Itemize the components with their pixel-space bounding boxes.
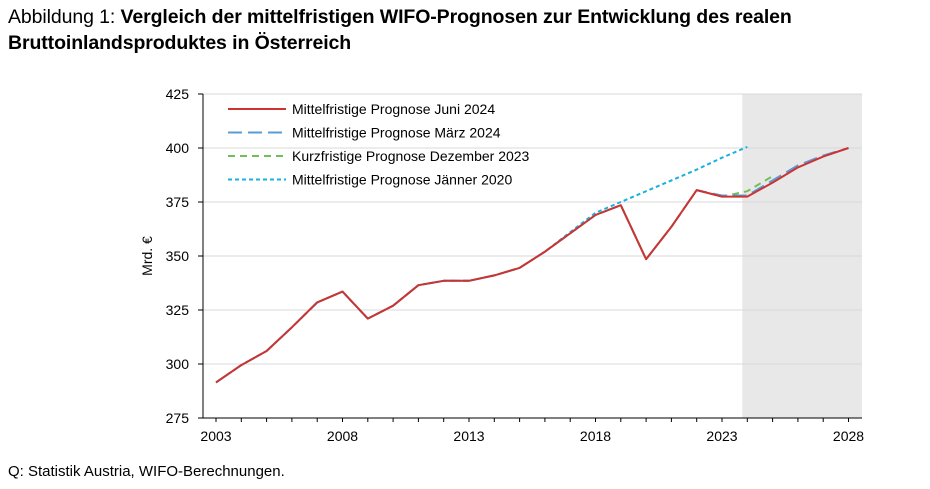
figure-number: Abbildung 1: — [8, 6, 121, 28]
source-note: Q: Statistik Austria, WIFO-Berechnungen. — [8, 463, 285, 480]
series-line — [215, 175, 774, 384]
y-axis-label: Mrd. € — [139, 236, 155, 276]
x-tick-label: 2018 — [580, 428, 611, 444]
y-tick-label: 275 — [166, 410, 190, 426]
legend-entry: Mittelfristige Prognose Jänner 2020 — [292, 172, 512, 188]
x-tick-label: 2008 — [327, 428, 358, 444]
y-tick-label: 425 — [166, 86, 190, 102]
y-tick-label: 350 — [166, 248, 190, 264]
y-tick-label: 400 — [166, 140, 190, 156]
figure-title: Vergleich der mittelfristigen WIFO-Progn… — [8, 6, 792, 54]
legend-entry: Mittelfristige Prognose Juni 2024 — [292, 101, 495, 117]
x-tick-label: 2028 — [833, 428, 864, 444]
x-tick-label: 2013 — [453, 428, 484, 444]
y-tick-label: 375 — [166, 194, 190, 210]
legend-entry: Mittelfristige Prognose März 2024 — [292, 125, 501, 141]
legend-entry: Kurzfristige Prognose Dezember 2023 — [292, 148, 530, 164]
x-tick-label: 2003 — [200, 428, 231, 444]
y-tick-label: 325 — [166, 302, 190, 318]
y-tick-label: 300 — [166, 356, 190, 372]
chart-title: Abbildung 1: Vergleich der mittelfristig… — [8, 4, 926, 56]
series-line — [215, 147, 849, 384]
x-tick-label: 2023 — [706, 428, 737, 444]
